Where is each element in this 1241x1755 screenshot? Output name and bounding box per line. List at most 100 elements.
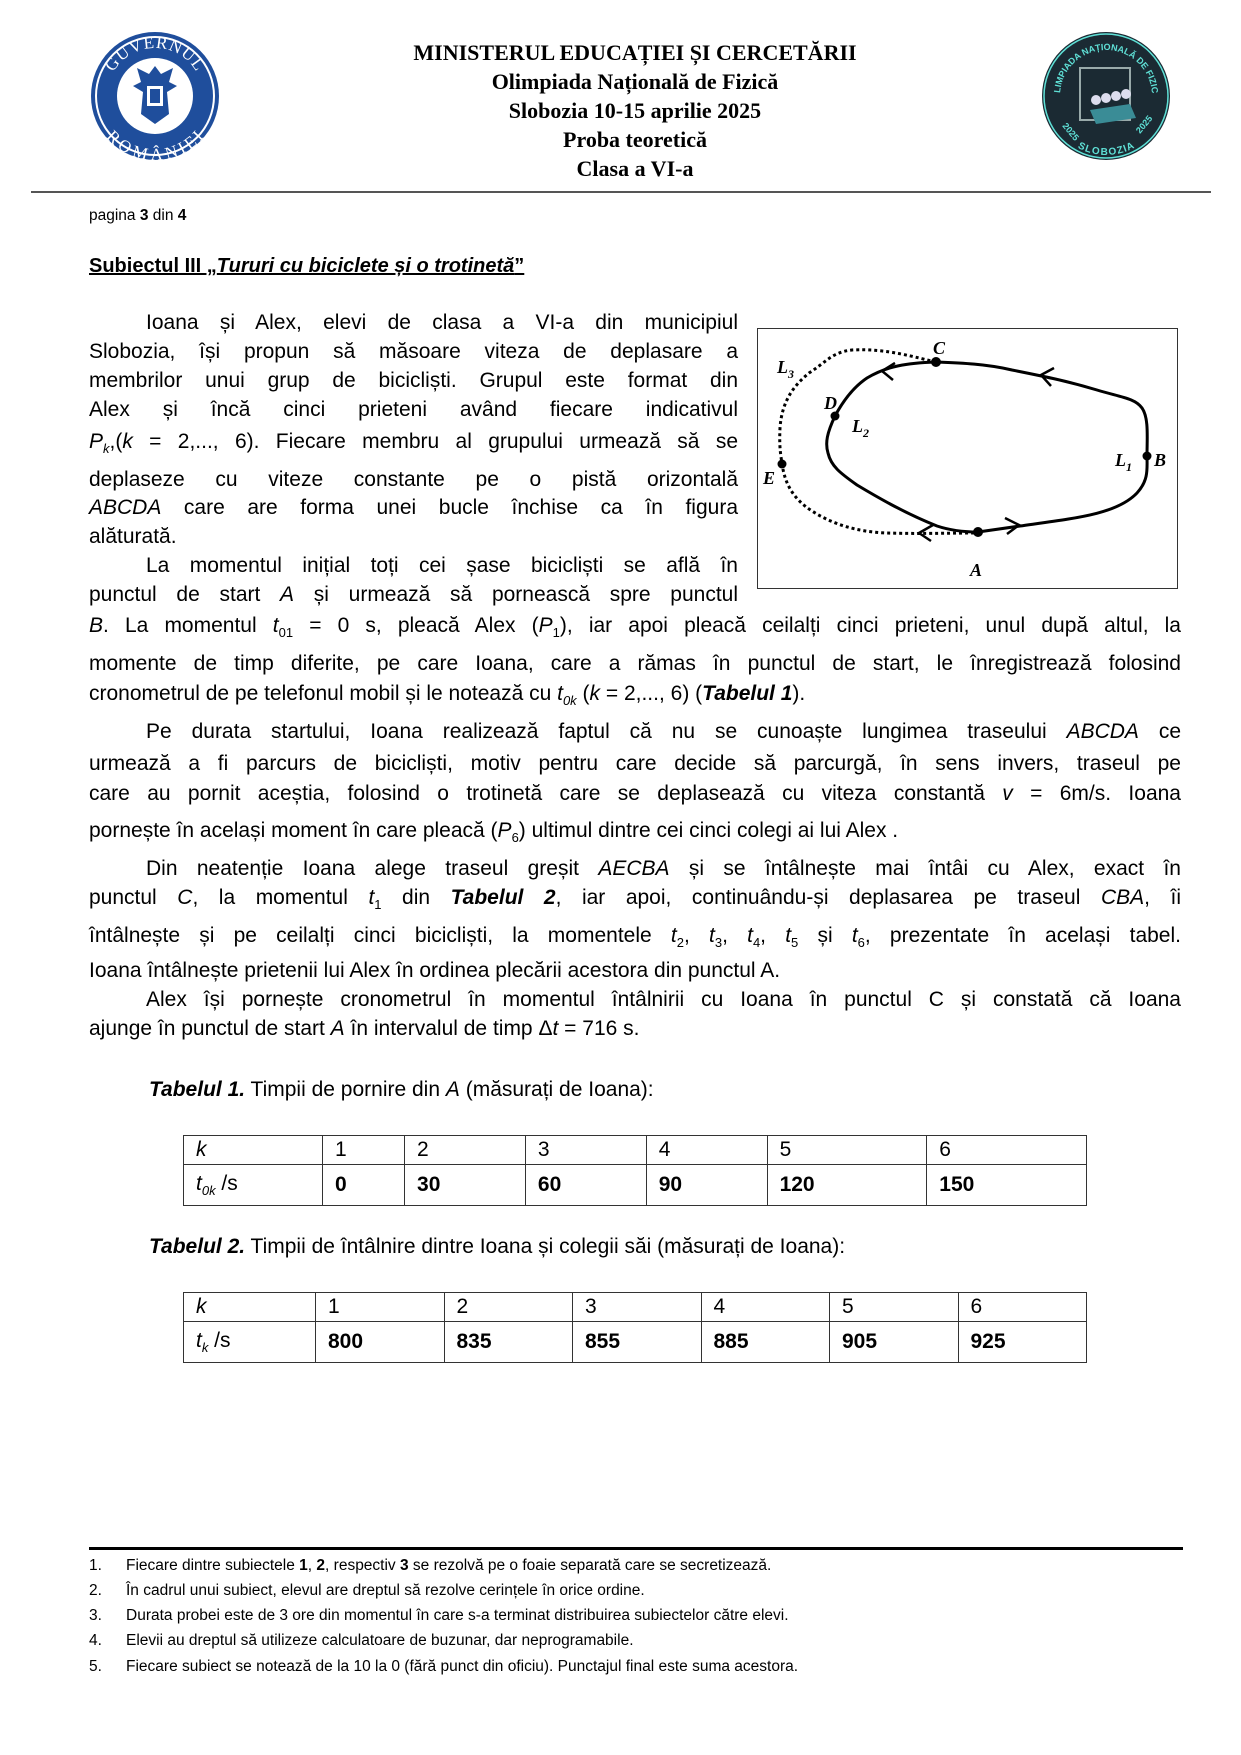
label-b: B [1153,450,1166,470]
table-cell: 90 [645,1164,768,1206]
text-segment: ) ultimul dintre cei cinci colegi ai lui… [518,819,899,842]
footer-item: 2. În cadrul unui subiect, elevul are dre… [89,1580,645,1602]
footer-item-number: 3. [89,1607,102,1624]
text-segment: se rezolvă pe o foaie separată care se s… [408,1557,772,1574]
footer-item: 5. Fiecare subiect se notează de la 10 la… [89,1656,798,1678]
text-segment: Fiecare dintre subiectele [126,1557,300,1574]
text-segment: 0k [562,693,577,708]
subject-title: Subiectul III „Tururi cu biciclete și o … [89,255,525,277]
track-abcda [825,360,1149,534]
text-line: punctul C, la momentul t1 din Tabelul 2,… [89,884,1181,912]
text-segment: k [589,682,601,705]
text-segment: și se întâlnește mai întâi cu Alex, exac… [669,857,1181,880]
table-cell: 835 [443,1321,573,1363]
text-segment: t [708,924,715,947]
text-segment: A [280,583,295,606]
table-cell: 885 [700,1321,830,1363]
table-header: t0k /s [183,1164,323,1206]
text-line: Alex își pornește cronometrul în momentu… [146,986,1181,1014]
text-segment: ajunge în punctul de start [89,1017,331,1040]
table-cell: 2 [404,1135,526,1165]
text-segment: 1 [552,625,560,640]
text-segment: , [760,924,786,947]
text-segment: ce [1138,720,1181,743]
text-line: urmează a fi parcurs de bicicliști, moti… [89,750,1181,778]
text-segment: P [538,614,553,637]
text-segment: , respectiv [325,1557,400,1574]
text-segment: = 2,..., 6) ( [600,682,703,705]
table-cell: 905 [829,1321,959,1363]
text-line: Ioana întâlnește prietenii lui Alex în o… [89,957,1181,985]
table-cell: 3 [572,1292,702,1322]
text-segment: Din neatenție Ioana alege traseul greșit [146,857,599,880]
text-segment: k [122,430,133,453]
figure-frame [757,328,1178,589]
text-line: punctul de start A și urmează să porneas… [89,581,738,609]
page-number: pagina 3 din 4 [89,207,187,224]
point-d [830,411,840,421]
footer-item: 4. Elevii au dreptul să utilizeze calcula… [89,1630,634,1652]
text-segment: 1 [299,1557,308,1574]
text-segment: La momentul inițial toți cei șase bicicl… [146,554,738,577]
text-segment: cronometrul de pe telefonul mobil și le … [89,682,558,705]
table-cell: 30 [404,1164,526,1206]
text-segment: v [1002,782,1013,805]
table-cell: 1 [315,1292,445,1322]
table-cell: 1 [321,1135,406,1165]
text-line: Pk,(k = 2,..., 6). Fiecare membru al gru… [89,428,738,456]
text-segment: 01 [278,625,294,640]
label-c: C [933,338,946,358]
text-segment: C [177,886,193,909]
table-cell: 0 [321,1164,406,1206]
government-logo: GUVERNUL ROMÂNIEI [91,32,219,162]
table2-row-tk: tk /s 800 835 855 885 905 925 [183,1321,1087,1363]
track-figure: C D E A B L3 L2 L1 [757,328,1178,589]
header-exam-type: Proba teoretică [563,127,707,152]
text-line: B. La momentul t01 = 0 s, pleacă Alex (P… [89,612,1181,640]
text-segment: punctul [89,886,178,909]
header-location-date: Slobozia 10-15 aprilie 2025 [508,98,762,123]
text-segment: , [722,924,748,947]
table-cell: 5 [829,1292,959,1322]
olympiad-logo: OLIMPIADA NAȚIONALĂ DE FIZICĂ SLOBOZIA 2… [1040,30,1170,160]
text-segment: în intervalul de timp Δ [344,1017,553,1040]
text-segment: ). [792,682,806,705]
text-segment: ( [576,682,590,705]
text-segment: t [557,682,563,705]
text-segment: t [670,924,677,947]
text-segment: Elevii au dreptul să utilizeze calculato… [126,1632,634,1649]
text-segment: 6 [857,935,865,950]
text-segment: întâlnește și pe ceilalți cinci bicicliș… [89,924,671,947]
text-segment: CBA [1100,886,1145,909]
text-segment: k [103,441,110,456]
text-segment: , prezentate în același tabel. [864,924,1181,947]
footer-item-number: 1. [89,1557,102,1574]
text-segment: urmează a fi parcurs de bicicliști, moti… [89,752,1181,775]
table-header: k [183,1292,316,1322]
label-l2: L2 [851,416,869,440]
text-segment: momente de timp diferite, pe care Ioana,… [89,652,1181,675]
table-cell: 5 [766,1135,928,1165]
text-segment: și [798,924,852,947]
text-segment: , la momentul [192,886,369,909]
text-segment: , [683,924,709,947]
text-line: Ioana și Alex, elevi de clasa a VI-a din… [146,309,738,337]
point-b [1142,451,1152,461]
text-line: membrilor unui grup de bicicliști. Grupu… [89,367,738,395]
table-cell: 6 [957,1292,1087,1322]
text-line: La momentul inițial toți cei șase bicicl… [146,552,738,580]
table-cell: 2 [443,1292,573,1322]
text-segment: și urmează să pornească spre punctul [294,583,738,606]
footer-item-number: 4. [89,1632,102,1649]
text-segment: În cadrul unui subiect, elevul are drept… [126,1582,645,1599]
footer-item: 1. Fiecare dintre subiectele 1, 2, respec… [89,1555,771,1577]
table1-caption: Tabelul 1. Timpii de pornire din A (măsu… [149,1078,654,1101]
table-cell: 6 [926,1135,1087,1165]
text-segment: 5 [791,935,799,950]
table-header: tk /s [183,1321,316,1363]
text-segment: , iar apoi, continuându-și deplasarea pe… [555,886,1101,909]
table-cell: 150 [926,1164,1087,1206]
